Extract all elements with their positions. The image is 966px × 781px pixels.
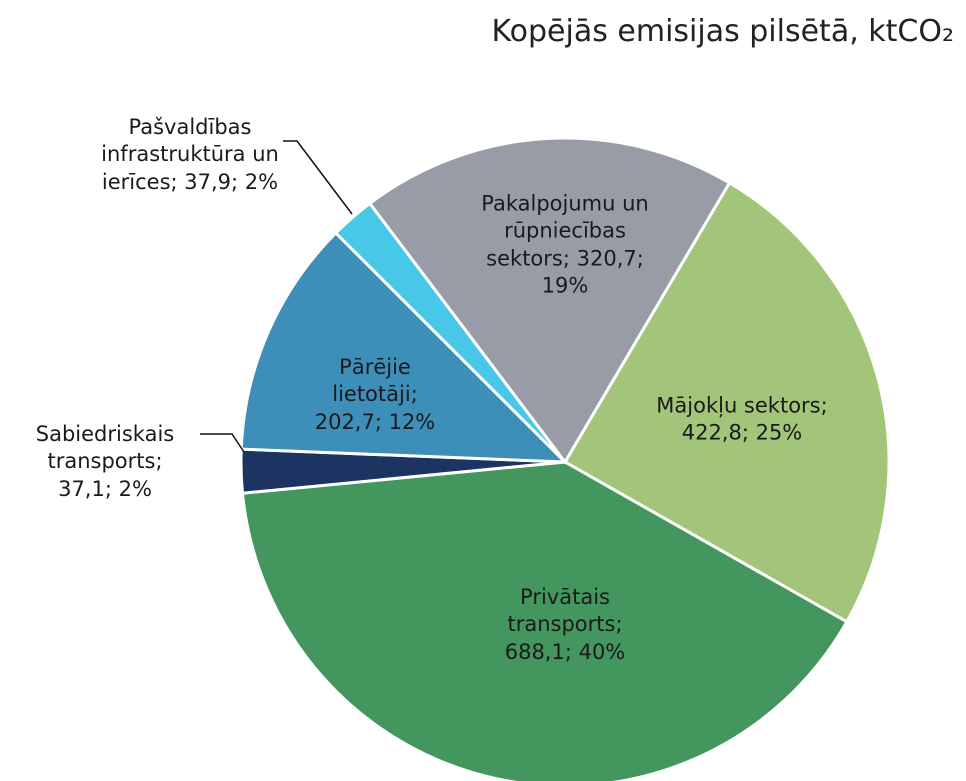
pie-slice	[240, 460, 849, 781]
label-category: Pakalpojumu un rūpniecības sektors	[481, 191, 649, 270]
label-category: Mājokļu sektors	[656, 393, 821, 418]
label-separator: ;	[820, 393, 828, 418]
pie-slice	[367, 136, 732, 465]
label-value: 37,1; 2%	[58, 476, 152, 501]
data-label: Privātais transports; 688,1; 40%	[490, 584, 640, 666]
data-label: Pašvaldības infrastruktūra un ierīces; 3…	[90, 114, 290, 196]
label-value: 688,1; 40%	[504, 639, 626, 664]
label-value: 320,7; 19%	[541, 246, 644, 298]
chart-title: Kopējās emisijas pilsētā, ktCO₂	[491, 14, 954, 49]
label-category: Sabiedriskais transports	[35, 422, 175, 474]
pie-slice	[562, 180, 891, 624]
label-value: 422,8; 25%	[681, 421, 803, 445]
pie-slice	[239, 230, 569, 464]
leader-line	[200, 433, 245, 453]
leader-line	[283, 140, 353, 215]
label-separator: ;	[562, 246, 577, 270]
label-value: 37,9; 2%	[184, 169, 279, 194]
label-separator: ;	[170, 169, 185, 194]
data-label: Pakalpojumu un rūpniecības sektors; 320,…	[465, 190, 665, 299]
label-category: Pašvaldības infrastruktūra un ierīces	[101, 115, 279, 194]
data-label: Mājokļu sektors; 422,8; 25%	[637, 393, 847, 448]
slices	[239, 136, 891, 781]
label-category: Pārējie lietotāji	[332, 355, 411, 407]
label-separator: ;	[410, 382, 418, 407]
data-label: Pārējie lietotāji; 202,7; 12%	[300, 354, 450, 436]
label-separator: ;	[615, 612, 623, 637]
label-separator: ;	[155, 449, 163, 474]
label-category: Privātais transports	[507, 585, 616, 637]
label-value: 202,7; 12%	[314, 409, 436, 434]
data-label: Sabiedriskais transports; 37,1; 2%	[20, 421, 190, 503]
